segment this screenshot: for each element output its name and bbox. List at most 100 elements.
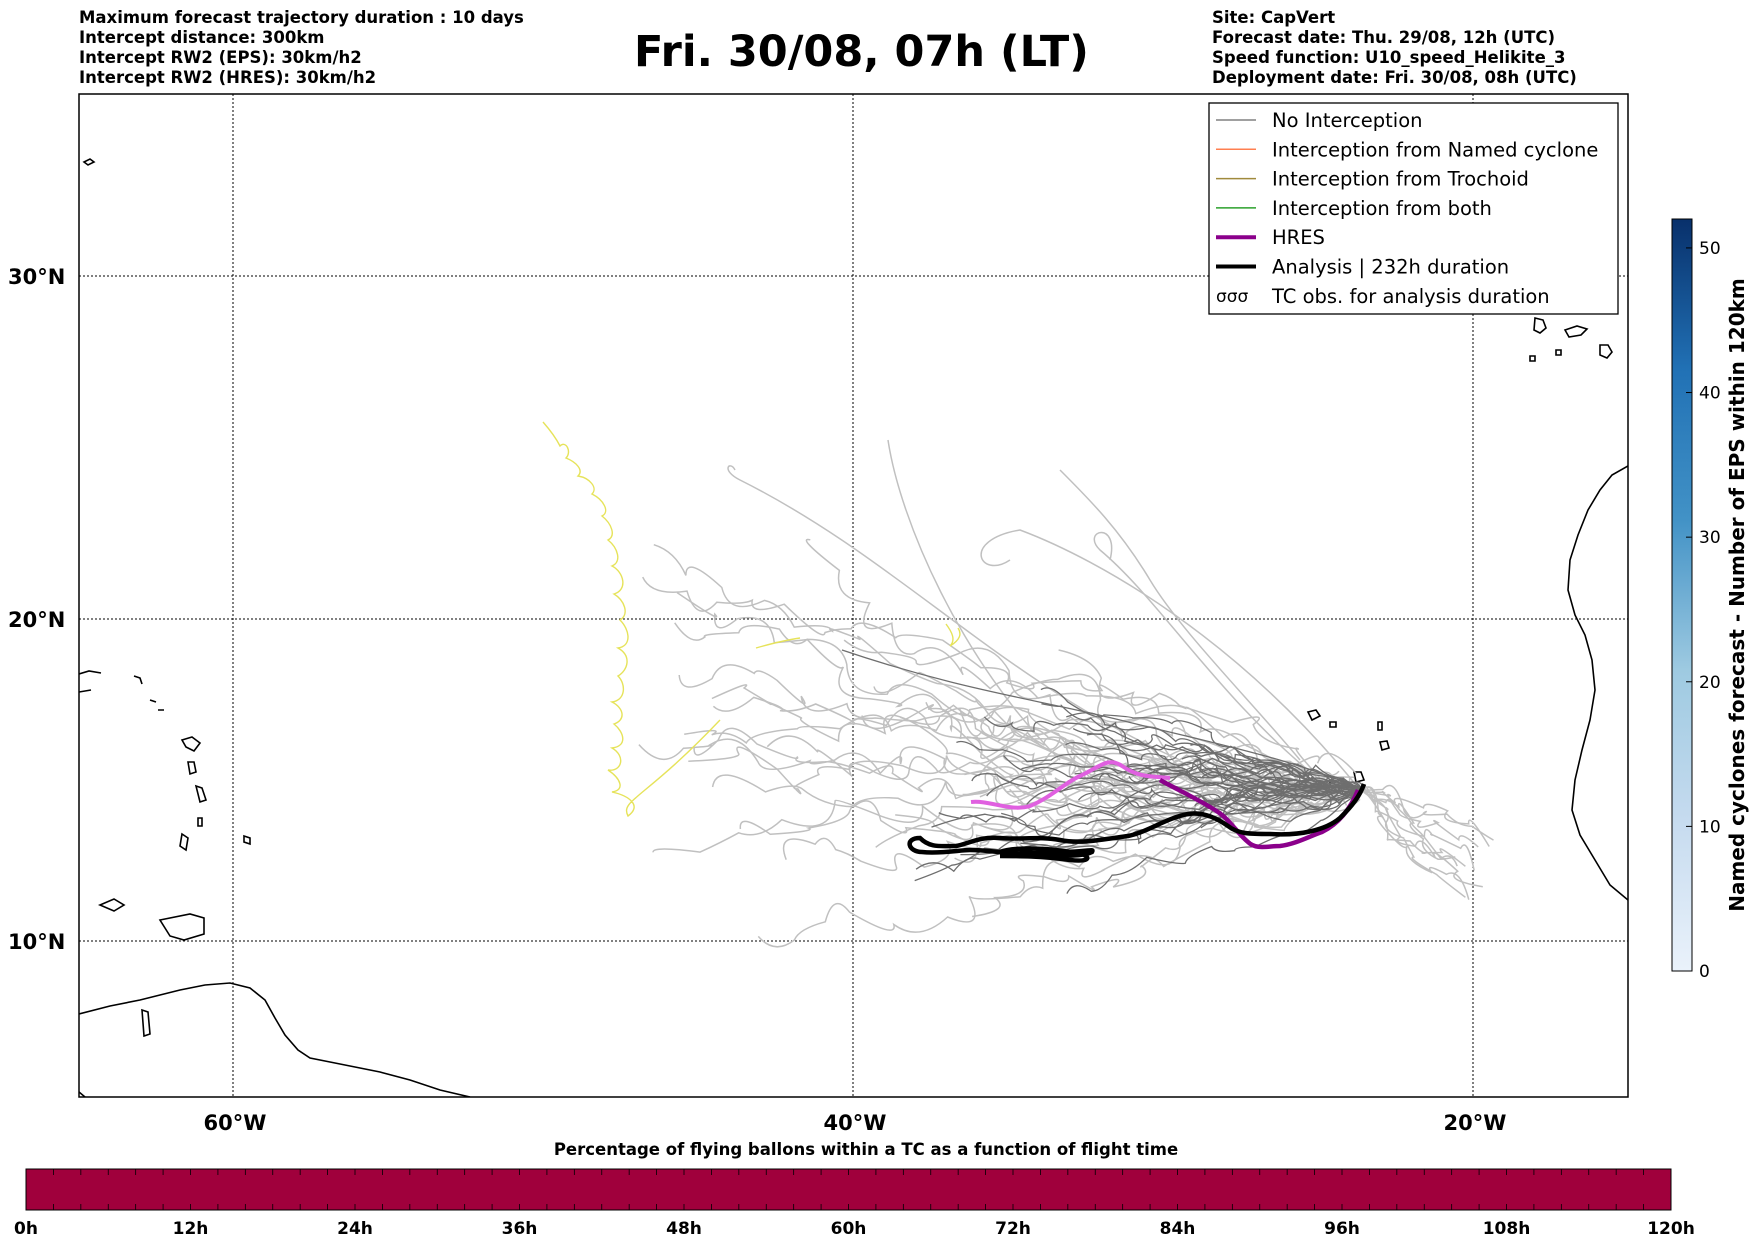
legend-label-5: Analysis | 232h duration bbox=[1272, 256, 1509, 279]
eps-trajectory bbox=[1021, 762, 1363, 802]
param-max-duration: Maximum forecast trajectory duration : 1… bbox=[79, 8, 524, 27]
eps-trajectories-dark bbox=[841, 649, 1363, 894]
legend-label-1: Interception from Named cyclone bbox=[1272, 138, 1598, 161]
analysis-loop-end bbox=[999, 846, 1090, 863]
eps-trajectory bbox=[1041, 703, 1363, 793]
eps-trajectory bbox=[727, 465, 1181, 761]
canary-island-3 bbox=[1599, 344, 1613, 359]
eps-trajectory bbox=[986, 775, 1363, 808]
eps-trajectory bbox=[1065, 741, 1363, 791]
legend-label-4: HRES bbox=[1272, 226, 1325, 249]
leeward-islands bbox=[133, 675, 164, 711]
eps-trajectory bbox=[1003, 755, 1363, 794]
site-name: Site: CapVert bbox=[1212, 8, 1336, 27]
st-vincent bbox=[197, 817, 203, 827]
lon-label-60w: 60°W bbox=[204, 1111, 267, 1135]
eps-trajectory bbox=[805, 538, 1351, 802]
flight-time-colorbar-bar bbox=[25, 1168, 1672, 1211]
analysis-track bbox=[907, 783, 1367, 858]
run-parameters-block: Maximum forecast trajectory duration : 1… bbox=[79, 8, 524, 88]
map-title: Fri. 30/08, 07h (LT) bbox=[634, 27, 1089, 77]
flight-time-tick-60h: 60h bbox=[831, 1219, 867, 1239]
eps-trajectory bbox=[1360, 789, 1483, 888]
legend-symbol-tc-obs-icon: σσσ bbox=[1216, 287, 1249, 307]
eps-trajectory bbox=[1194, 783, 1363, 810]
site-info-block: Site: CapVert Forecast date: Thu. 29/08,… bbox=[1212, 8, 1577, 88]
eps-trajectory bbox=[1361, 785, 1456, 860]
coast-island bbox=[141, 1008, 151, 1038]
martinique bbox=[187, 761, 197, 776]
colorbar-tick-label-10: 10 bbox=[1699, 817, 1721, 837]
eps-trajectory bbox=[678, 664, 1325, 805]
flight-time-colorbar: Percentage of flying ballons within a TC… bbox=[14, 1140, 1695, 1239]
deployment-date: Deployment date: Fri. 30/08, 08h (UTC) bbox=[1212, 68, 1577, 87]
eps-trajectory bbox=[1118, 744, 1363, 791]
flight-time-tick-24h: 24h bbox=[337, 1219, 373, 1239]
flight-time-tick-48h: 48h bbox=[666, 1219, 702, 1239]
param-intercept-eps: Intercept RW2 (EPS): 30km/h2 bbox=[79, 48, 362, 67]
grenada bbox=[179, 832, 189, 852]
curacao bbox=[97, 898, 126, 912]
hres-track bbox=[1158, 778, 1361, 850]
lat-label-20n: 20°N bbox=[8, 608, 65, 632]
eps-trajectory bbox=[841, 649, 1363, 791]
flight-time-tick-12h: 12h bbox=[173, 1219, 209, 1239]
param-intercept-hres: Intercept RW2 (HRES): 30km/h2 bbox=[79, 68, 377, 87]
trochoid-track bbox=[542, 421, 961, 818]
legend-label-2: Interception from Trochoid bbox=[1272, 168, 1529, 191]
eps-trajectory bbox=[960, 784, 1363, 856]
eps-trajectory bbox=[971, 771, 1363, 797]
eps-trajectory bbox=[887, 439, 1061, 761]
lat-label-10n: 10°N bbox=[8, 930, 65, 954]
eps-trajectory bbox=[1059, 469, 1301, 761]
canary-island-1 bbox=[1533, 316, 1547, 334]
speed-function: Speed function: U10_speed_Helikite_3 bbox=[1212, 48, 1566, 67]
eps-trajectory bbox=[1356, 784, 1494, 841]
eps-trajectory bbox=[1190, 743, 1363, 801]
bermuda bbox=[82, 158, 96, 166]
flight-time-tick-108h: 108h bbox=[1483, 1219, 1531, 1239]
colorbar-label: Named cyclones forecast - Number of EPS … bbox=[1725, 278, 1749, 912]
eps-trajectory bbox=[1066, 712, 1363, 793]
gridlines bbox=[79, 94, 1628, 1097]
capeverde-island-2 bbox=[1329, 721, 1337, 728]
colorbar-tick-label-0: 0 bbox=[1699, 962, 1710, 982]
barbados bbox=[243, 834, 251, 846]
eps-trajectory bbox=[757, 785, 1325, 948]
lon-label-40w: 40°W bbox=[824, 1111, 887, 1135]
capeverde-island-4 bbox=[1379, 740, 1390, 751]
flight-time-tick-84h: 84h bbox=[1160, 1219, 1196, 1239]
flight-time-tick-96h: 96h bbox=[1324, 1219, 1360, 1239]
south-america-coast bbox=[79, 982, 471, 1097]
legend: No Interception Interception from Named c… bbox=[1208, 102, 1619, 315]
eps-trajectory bbox=[676, 591, 1347, 787]
coast-fragment bbox=[79, 1091, 86, 1097]
capeverde-island-5 bbox=[1353, 771, 1366, 783]
canary-island-4 bbox=[1529, 355, 1536, 362]
legend-label-0: No Interception bbox=[1272, 109, 1423, 132]
eps-trajectory bbox=[1047, 786, 1356, 878]
canary-island-5 bbox=[1555, 349, 1562, 356]
eps-trajectory bbox=[1201, 771, 1363, 800]
eps-trajectory bbox=[1360, 789, 1490, 847]
eps-trajectory bbox=[979, 743, 1340, 798]
eps-trajectory bbox=[1026, 780, 1363, 813]
flight-time-tick-120h: 120h bbox=[1647, 1219, 1695, 1239]
eps-trajectory bbox=[1361, 786, 1475, 871]
eps-trajectory bbox=[1091, 766, 1363, 792]
eps-trajectory bbox=[1132, 788, 1363, 835]
eps-trajectory bbox=[1072, 728, 1363, 791]
lat-label-30n: 30°N bbox=[8, 265, 65, 289]
colorbar-tick-label-50: 50 bbox=[1699, 239, 1721, 259]
africa-coast bbox=[1567, 465, 1628, 901]
lon-label-20w: 20°W bbox=[1444, 1111, 1507, 1135]
flight-time-tick-0h: 0h bbox=[14, 1219, 38, 1239]
named-cyclones-colorbar: 0 10 20 30 40 50 Named cyclones forecast - Nu… bbox=[1671, 218, 1749, 982]
param-intercept-distance: Intercept distance: 300km bbox=[79, 28, 325, 47]
colorbar-tick-label-30: 30 bbox=[1699, 528, 1721, 548]
capeverde-island-1 bbox=[1306, 709, 1322, 722]
st-lucia bbox=[194, 784, 208, 804]
canary-island-2 bbox=[1563, 325, 1589, 338]
eps-trajectory bbox=[642, 576, 1321, 799]
eps-trajectory bbox=[652, 789, 1361, 853]
